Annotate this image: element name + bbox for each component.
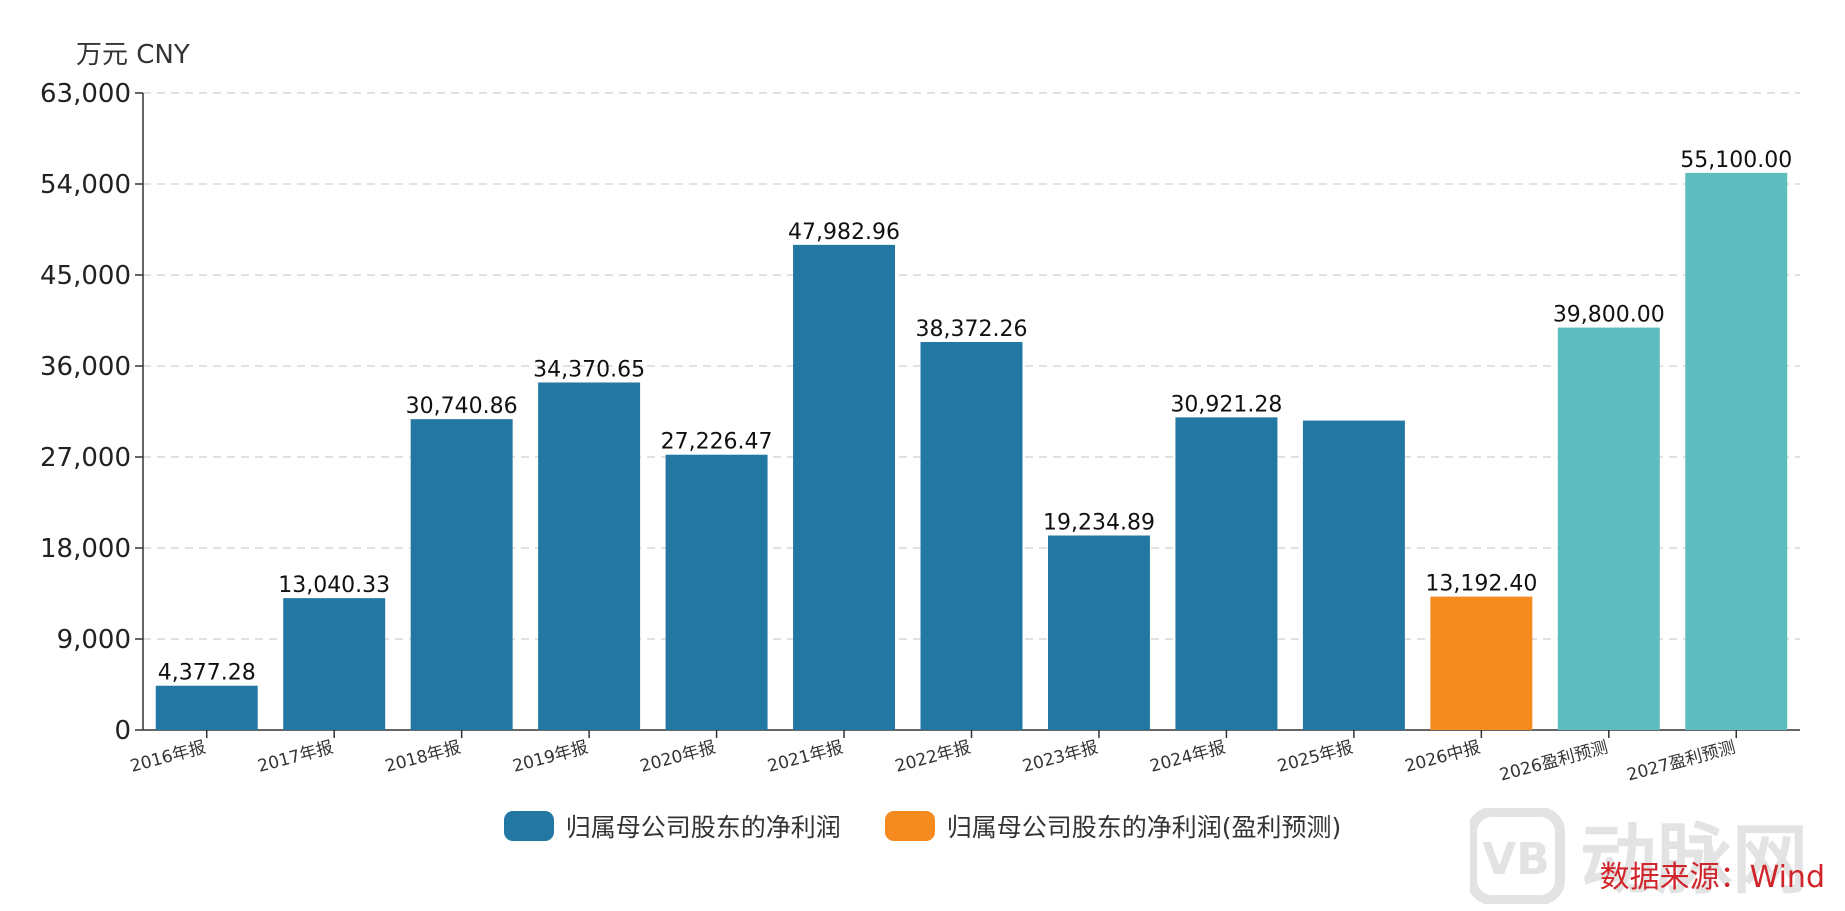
bar-chart: 0 9,000 18,000 27,000 36,000 45,000 54,000 63,0…: [40, 79, 1800, 786]
bar: [793, 244, 896, 730]
bar: [665, 454, 768, 730]
legend-swatch-actual: [503, 811, 554, 841]
bar-value-label: 39,800.00: [1553, 303, 1665, 328]
legend-label-actual: 归属母公司股东的净利润: [565, 813, 841, 842]
y-tick-label: 54,000: [40, 170, 131, 200]
y-axis-unit-label: 万元 CNY: [76, 40, 190, 70]
bar-value-label: 55,100.00: [1680, 148, 1792, 173]
x-tick-label: 2021年报: [766, 738, 846, 777]
y-tick-label: 63,000: [40, 79, 131, 109]
x-tick-label: 2024年报: [1148, 738, 1228, 777]
legend: 归属母公司股东的净利润 归属母公司股东的净利润(盈利预测): [0, 808, 1845, 844]
bar-value-label: 47,982.96: [788, 220, 900, 245]
bar: [155, 685, 258, 730]
watermark-text: 动脉网: [1580, 815, 1808, 904]
legend-item-actual[interactable]: 归属母公司股东的净利润: [503, 808, 841, 844]
y-tick-label: 0: [114, 716, 131, 746]
x-tick-label: 2027盈利预测: [1625, 738, 1738, 786]
x-tick-label: 2025年报: [1275, 738, 1355, 777]
y-tick-label: 18,000: [40, 534, 131, 564]
watermark-mark: VB: [1482, 834, 1550, 885]
bar-value-label: 30,921.28: [1170, 392, 1282, 417]
bar-value-label: 27,226.47: [661, 430, 773, 455]
bar-value-label: 13,040.33: [278, 573, 390, 598]
bar: [1175, 417, 1278, 730]
bar-value-label: 19,234.89: [1043, 511, 1155, 536]
legend-item-forecast[interactable]: 归属母公司股东的净利润(盈利预测): [884, 808, 1342, 844]
y-tick-label: 9,000: [57, 625, 131, 655]
bar-value-label: 4,377.28: [158, 661, 256, 686]
x-tick-label: 2016年报: [128, 738, 208, 777]
legend-swatch-forecast: [884, 811, 935, 841]
bar-value-label: 13,192.40: [1425, 572, 1537, 597]
y-tick-label: 27,000: [40, 443, 131, 473]
bar: [538, 382, 641, 730]
x-tick-label: 2019年报: [511, 738, 591, 777]
data-source: 数据来源：Wind: [1599, 860, 1825, 895]
x-tick-label: 2020年报: [638, 738, 718, 777]
x-tick-label: 2022年报: [893, 738, 973, 777]
x-tick-label: 2023年报: [1020, 738, 1100, 777]
bar: [920, 342, 1023, 730]
bar: [283, 598, 386, 730]
bar: [1557, 327, 1660, 730]
bar: [1430, 596, 1533, 730]
legend-label-forecast: 归属母公司股东的净利润(盈利预测): [946, 813, 1342, 842]
bar-value-label: 34,370.65: [533, 357, 645, 382]
bar-value-label: 38,372.26: [916, 317, 1028, 342]
bar: [1302, 420, 1405, 730]
bar: [1685, 172, 1788, 730]
y-tick-label: 45,000: [40, 261, 131, 291]
watermark-logo: VB 动脉网: [1470, 808, 1808, 904]
bar: [1047, 535, 1150, 730]
x-tick-label: 2026盈利预测: [1497, 738, 1610, 786]
y-tick-label: 36,000: [40, 352, 131, 382]
x-tick-label: 2026中报: [1403, 738, 1483, 777]
bar-value-label: 30,740.86: [406, 394, 518, 419]
x-tick-label: 2018年报: [383, 738, 463, 777]
bar: [410, 419, 513, 730]
x-tick-label: 2017年报: [256, 738, 336, 777]
